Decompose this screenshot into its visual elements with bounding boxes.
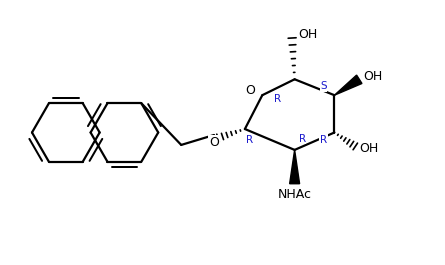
Text: OH: OH	[360, 142, 379, 155]
Text: R: R	[299, 134, 306, 144]
Polygon shape	[290, 150, 299, 184]
Polygon shape	[334, 75, 362, 95]
Text: NHAc: NHAc	[278, 188, 312, 201]
Text: R: R	[246, 135, 253, 145]
Text: O: O	[245, 84, 255, 97]
Text: OH: OH	[299, 28, 318, 41]
Text: O: O	[209, 136, 219, 149]
Text: OH: OH	[364, 70, 383, 83]
Text: R: R	[274, 94, 281, 104]
Text: R: R	[320, 135, 327, 145]
Text: S: S	[320, 81, 327, 91]
